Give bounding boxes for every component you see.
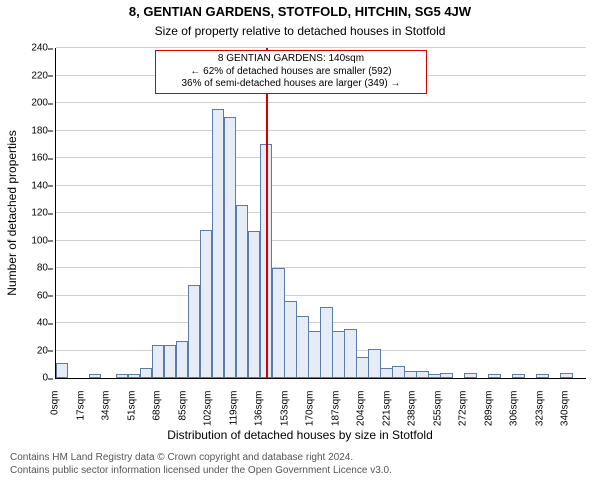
histogram-bar [89, 374, 101, 378]
property-marker-line [266, 48, 268, 378]
histogram-bar [116, 374, 128, 378]
x-tick: 102sqm [203, 391, 214, 441]
gridline [56, 47, 586, 48]
marker-annotation: 8 GENTIAN GARDENS: 140sqm ← 62% of detac… [155, 50, 427, 94]
histogram-bar [368, 349, 380, 378]
x-tick: 136sqm [254, 391, 265, 441]
histogram-bar [560, 373, 572, 379]
histogram-bar [140, 368, 152, 378]
gridline [56, 102, 586, 103]
histogram-bar [416, 371, 428, 378]
gridline [56, 157, 586, 158]
y-tick: 160 [0, 153, 48, 164]
histogram-bar [428, 374, 440, 378]
y-tick: 200 [0, 98, 48, 109]
x-tick: 340sqm [560, 391, 571, 441]
x-tick: 0sqm [50, 391, 61, 441]
x-tick: 289sqm [483, 391, 494, 441]
x-tick: 255sqm [432, 391, 443, 441]
histogram-bar [392, 366, 404, 378]
plot-area [55, 48, 586, 379]
y-tick: 60 [0, 290, 48, 301]
histogram-bar [536, 374, 548, 378]
annotation-line3: 36% of semi-detached houses are larger (… [160, 78, 422, 91]
gridline [56, 267, 586, 268]
x-tick: 306sqm [509, 391, 520, 441]
histogram-bar [212, 109, 224, 379]
histogram-bar [128, 374, 140, 378]
y-tick: 120 [0, 208, 48, 219]
footer-attribution: Contains HM Land Registry data © Crown c… [10, 452, 392, 477]
histogram-bar [464, 373, 476, 379]
y-tick: 180 [0, 125, 48, 136]
gridline [56, 295, 586, 296]
histogram-bar [188, 285, 200, 379]
x-tick: 17sqm [75, 391, 86, 441]
histogram-bar [404, 371, 416, 378]
chart-subtitle: Size of property relative to detached ho… [0, 24, 600, 38]
y-tick: 0 [0, 373, 48, 384]
gridline [56, 185, 586, 186]
footer-line1: Contains HM Land Registry data © Crown c… [10, 452, 392, 465]
histogram-bar [236, 205, 248, 378]
histogram-bar [248, 231, 260, 378]
y-tick: 20 [0, 345, 48, 356]
histogram-bar [56, 363, 68, 378]
x-tick: 221sqm [381, 391, 392, 441]
histogram-bar [380, 368, 392, 378]
x-tick: 34sqm [101, 391, 112, 441]
histogram-bar [200, 230, 212, 379]
x-tick: 204sqm [356, 391, 367, 441]
x-tick: 119sqm [228, 391, 239, 441]
histogram-bar [512, 374, 524, 378]
histogram-bar [224, 117, 236, 378]
gridline [56, 240, 586, 241]
histogram-bar [296, 316, 308, 378]
x-tick: 272sqm [458, 391, 469, 441]
annotation-line1: 8 GENTIAN GARDENS: 140sqm [160, 53, 422, 66]
x-tick: 323sqm [534, 391, 545, 441]
y-tick: 80 [0, 263, 48, 274]
histogram-bar [332, 331, 344, 378]
x-tick: 85sqm [177, 391, 188, 441]
y-tick: 140 [0, 180, 48, 191]
x-tick: 153sqm [279, 391, 290, 441]
chart-title: 8, GENTIAN GARDENS, STOTFOLD, HITCHIN, S… [0, 4, 600, 19]
histogram-bar [164, 345, 176, 378]
histogram-bar [152, 345, 164, 378]
y-tick: 220 [0, 70, 48, 81]
gridline [56, 130, 586, 131]
y-tick: 100 [0, 235, 48, 246]
x-tick: 68sqm [152, 391, 163, 441]
x-tick: 51sqm [126, 391, 137, 441]
x-tick: 187sqm [330, 391, 341, 441]
y-tick: 240 [0, 43, 48, 54]
gridline [56, 212, 586, 213]
histogram-bar [284, 301, 296, 378]
histogram-bar [176, 341, 188, 378]
x-tick: 238sqm [407, 391, 418, 441]
histogram-bar [272, 268, 284, 378]
annotation-line2: ← 62% of detached houses are smaller (59… [160, 66, 422, 79]
chart-container: 8, GENTIAN GARDENS, STOTFOLD, HITCHIN, S… [0, 0, 600, 500]
histogram-bar [344, 329, 356, 379]
histogram-bar [440, 373, 452, 379]
histogram-bar [320, 307, 332, 379]
x-tick: 170sqm [305, 391, 316, 441]
histogram-bar [488, 374, 500, 378]
histogram-bar [308, 331, 320, 378]
y-tick: 40 [0, 318, 48, 329]
footer-line2: Contains public sector information licen… [10, 465, 392, 478]
histogram-bar [356, 357, 368, 378]
